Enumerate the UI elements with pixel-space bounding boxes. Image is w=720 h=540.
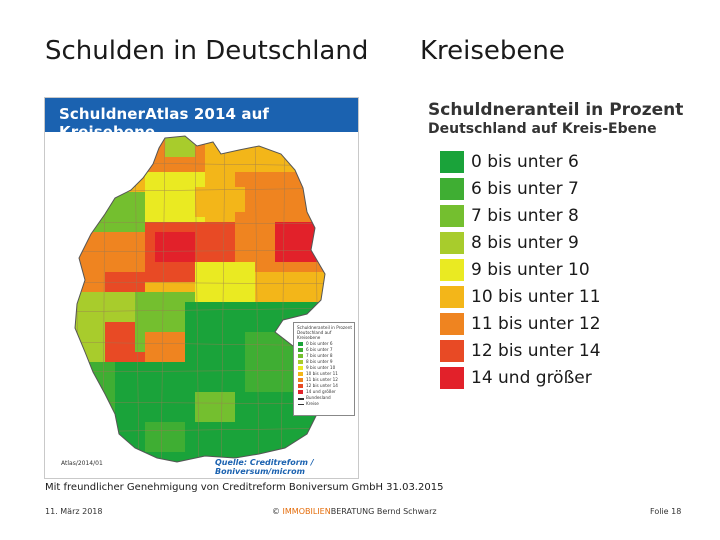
legend-label: 11 bis unter 12 bbox=[471, 314, 601, 334]
map-source: Quelle: Creditreform / Boniversum/microm bbox=[215, 458, 314, 476]
legend-label: 0 bis unter 6 bbox=[471, 152, 579, 172]
legend-label: 9 bis unter 10 bbox=[471, 260, 590, 280]
inset-label: 8 bis unter 9 bbox=[306, 359, 333, 364]
inset-swatch bbox=[298, 354, 303, 358]
legend-swatch bbox=[440, 151, 464, 173]
inset-legend-item: 0 bis unter 6 bbox=[294, 341, 354, 347]
legend-swatch bbox=[440, 340, 464, 362]
inset-swatch bbox=[298, 360, 303, 364]
inset-label: 11 bis unter 12 bbox=[306, 377, 338, 382]
debt-atlas-map: SchuldnerAtlas 2014 auf Kreisebene bbox=[44, 97, 359, 479]
legend-label: 10 bis unter 11 bbox=[471, 287, 601, 307]
footer-author: Bernd Schwarz bbox=[376, 507, 437, 516]
image-credit: Mit freundlicher Genehmigung von Creditr… bbox=[45, 482, 444, 493]
copyright-symbol: © bbox=[272, 507, 280, 516]
legend-subtitle: Deutschland auf Kreis-Ebene bbox=[428, 121, 657, 137]
legend-label: 8 bis unter 9 bbox=[471, 233, 579, 253]
state-boundary-line bbox=[298, 398, 304, 400]
footer-brand: IMMOBILIEN bbox=[282, 507, 331, 516]
footer-copyright: © IMMOBILIENBERATUNG Bernd Schwarz bbox=[272, 507, 437, 516]
inset-legend-item: 14 und größer bbox=[294, 389, 354, 395]
legend-heading: Schuldneranteil in Prozent Deutschland a… bbox=[428, 100, 683, 138]
inset-swatch bbox=[298, 384, 303, 388]
inset-label: Kreise bbox=[306, 401, 319, 406]
legend-label: 12 bis unter 14 bbox=[471, 341, 601, 361]
footer-date: 11. März 2018 bbox=[45, 507, 103, 516]
inset-swatch bbox=[298, 366, 303, 370]
inset-swatch bbox=[298, 390, 303, 394]
slide-number: Folie 18 bbox=[650, 507, 682, 516]
inset-legend-item: 11 bis unter 12 bbox=[294, 377, 354, 383]
map-header-title: SchuldnerAtlas 2014 auf Kreisebene bbox=[59, 105, 269, 141]
inset-legend-item: 12 bis unter 14 bbox=[294, 383, 354, 389]
legend-swatch bbox=[440, 178, 464, 200]
inset-legend-item: 7 bis unter 8 bbox=[294, 353, 354, 359]
inset-legend-item: 10 bis unter 11 bbox=[294, 371, 354, 377]
inset-legend-title: Schuldneranteil in Prozent Deutschland a… bbox=[297, 325, 352, 340]
inset-legend-item: 6 bis unter 7 bbox=[294, 347, 354, 353]
inset-swatch bbox=[298, 342, 303, 346]
inset-legend-item: 9 bis unter 10 bbox=[294, 365, 354, 371]
legend-label: 7 bis unter 8 bbox=[471, 206, 579, 226]
germany-map-graphic bbox=[74, 135, 326, 463]
inset-label: Bundesland bbox=[306, 395, 331, 400]
district-boundary-line bbox=[298, 404, 304, 405]
inset-label: 7 bis unter 8 bbox=[306, 353, 333, 358]
legend-label: 14 und größer bbox=[471, 368, 592, 388]
district-regions bbox=[75, 136, 325, 462]
inset-legend-item: 8 bis unter 9 bbox=[294, 359, 354, 365]
slide-subtitle: Kreisebene bbox=[420, 36, 565, 66]
inset-legend-boundary: Bundesland bbox=[294, 395, 354, 401]
legend-swatch bbox=[440, 367, 464, 389]
atlas-id: Atlas/2014/01 bbox=[61, 460, 103, 467]
inset-legend-boundary: Kreise bbox=[294, 401, 354, 407]
country-border bbox=[74, 135, 326, 463]
legend-label: 6 bis unter 7 bbox=[471, 179, 579, 199]
inset-swatch bbox=[298, 348, 303, 352]
map-inset-legend: Schuldneranteil in Prozent Deutschland a… bbox=[293, 322, 355, 416]
legend-swatch bbox=[440, 313, 464, 335]
inset-label: 6 bis unter 7 bbox=[306, 347, 333, 352]
inset-label: 10 bis unter 11 bbox=[306, 371, 338, 376]
legend-swatch bbox=[440, 205, 464, 227]
inset-swatch bbox=[298, 378, 303, 382]
inset-label: 0 bis unter 6 bbox=[306, 341, 333, 346]
slide-title: Schulden in Deutschland bbox=[45, 36, 369, 66]
legend-swatch bbox=[440, 286, 464, 308]
map-header: SchuldnerAtlas 2014 auf Kreisebene bbox=[45, 98, 358, 141]
legend-swatch bbox=[440, 232, 464, 254]
legend-title: Schuldneranteil in Prozent bbox=[428, 100, 684, 120]
inset-swatch bbox=[298, 372, 303, 376]
inset-label: 14 und größer bbox=[306, 389, 336, 394]
inset-label: 12 bis unter 14 bbox=[306, 383, 338, 388]
legend-swatch bbox=[440, 259, 464, 281]
inset-label: 9 bis unter 10 bbox=[306, 365, 336, 370]
footer-brand-rest: BERATUNG bbox=[330, 507, 375, 516]
